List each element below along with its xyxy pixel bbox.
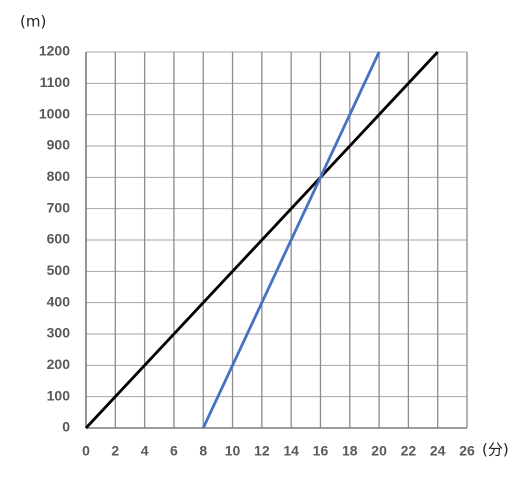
y-tick-label: 700 <box>47 199 71 215</box>
x-tick-label: 0 <box>82 443 90 459</box>
x-tick-label: 16 <box>313 443 329 459</box>
x-tick-label: 22 <box>401 443 417 459</box>
y-tick-label: 600 <box>47 231 71 247</box>
x-tick-label: 24 <box>430 443 446 459</box>
x-tick-label: 2 <box>111 443 119 459</box>
line <box>201 51 381 429</box>
x-tick-label: 20 <box>371 443 387 459</box>
x-tick-label: 10 <box>225 443 241 459</box>
y-tick-label: 500 <box>47 262 71 278</box>
x-axis-label: (分) <box>482 441 509 459</box>
line <box>84 51 439 429</box>
y-tick-label: 1000 <box>39 105 70 121</box>
x-tick-label: 12 <box>254 443 270 459</box>
y-tick-label: 900 <box>47 137 71 153</box>
y-axis-label: (m) <box>20 13 46 31</box>
y-tick-label: 300 <box>47 325 71 341</box>
y-tick-label: 100 <box>47 387 71 403</box>
x-tick-label: 18 <box>342 443 358 459</box>
y-tick-label: 1100 <box>40 74 71 90</box>
x-tick-label: 8 <box>199 443 207 459</box>
y-tick-label: 800 <box>47 168 71 184</box>
y-tick-label: 200 <box>47 356 71 372</box>
x-tick-label: 14 <box>283 443 299 459</box>
x-tick-label: 26 <box>459 443 475 459</box>
x-tick-label: 6 <box>170 443 178 459</box>
y-tick-label: 0 <box>62 419 70 435</box>
y-tick-label: 1200 <box>39 43 70 59</box>
x-tick-label: 4 <box>141 443 149 459</box>
y-tick-label: 400 <box>47 293 71 309</box>
